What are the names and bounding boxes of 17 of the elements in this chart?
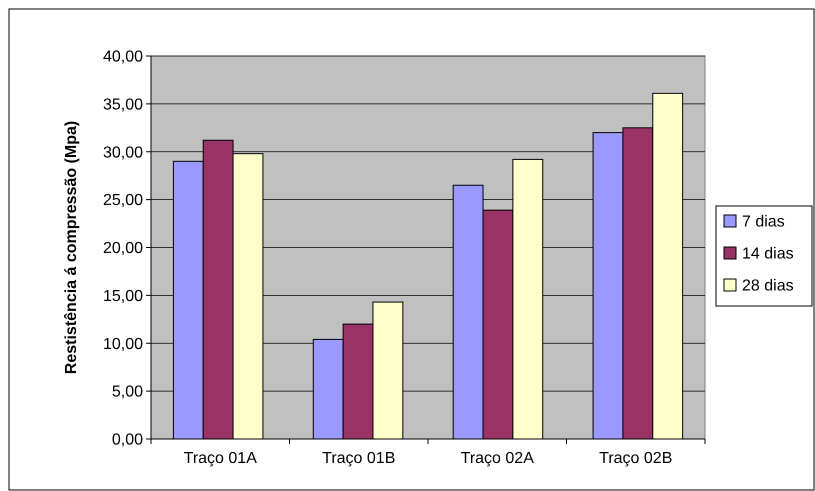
y-tick-label: 0,00 bbox=[112, 432, 144, 449]
legend-label: 7 dias bbox=[742, 214, 785, 231]
y-tick-label: 5,00 bbox=[112, 384, 144, 401]
y-tick-label: 25,00 bbox=[102, 192, 144, 210]
y-tick-label: 15,00 bbox=[102, 288, 144, 305]
legend-label: 14 dias bbox=[742, 246, 794, 263]
y-axis-title: Restistência á compressão (Mpa) bbox=[63, 120, 80, 374]
x-tick-label: Traço 02A bbox=[460, 450, 534, 467]
y-tick-label: 35,00 bbox=[102, 96, 144, 114]
y-tick-label: 30,00 bbox=[102, 144, 144, 162]
x-tick-label: Traço 02B bbox=[599, 450, 672, 467]
x-tick-label: Traço 01B bbox=[322, 450, 396, 467]
legend-label: 28 dias bbox=[742, 278, 794, 295]
y-tick-label: 20,00 bbox=[102, 240, 144, 258]
x-tick-label: Traço 01A bbox=[184, 450, 258, 467]
y-tick-label: 40,00 bbox=[102, 48, 144, 66]
y-tick-label: 10,00 bbox=[102, 336, 144, 353]
